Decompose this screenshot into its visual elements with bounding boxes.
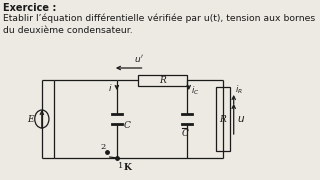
Text: C: C [124, 120, 131, 129]
Text: $i$: $i$ [108, 82, 113, 93]
Text: Exercice :: Exercice : [3, 3, 57, 13]
Text: $u'$: $u'$ [134, 53, 144, 64]
Text: $i_C$: $i_C$ [191, 85, 199, 97]
Text: R: R [159, 75, 166, 84]
Text: 2: 2 [100, 143, 106, 151]
Text: Etablir l’équation différentielle vérifiée par u(t), tension aux bornes
du deuxi: Etablir l’équation différentielle vérifi… [3, 13, 316, 35]
Text: $u$: $u$ [237, 114, 245, 124]
Text: E: E [28, 114, 34, 123]
Text: C: C [181, 129, 188, 138]
Text: R: R [219, 114, 226, 123]
FancyBboxPatch shape [216, 87, 230, 151]
FancyBboxPatch shape [138, 75, 187, 86]
Text: K: K [123, 163, 131, 172]
Text: $i_R$: $i_R$ [235, 83, 243, 96]
Text: 1: 1 [118, 162, 124, 170]
